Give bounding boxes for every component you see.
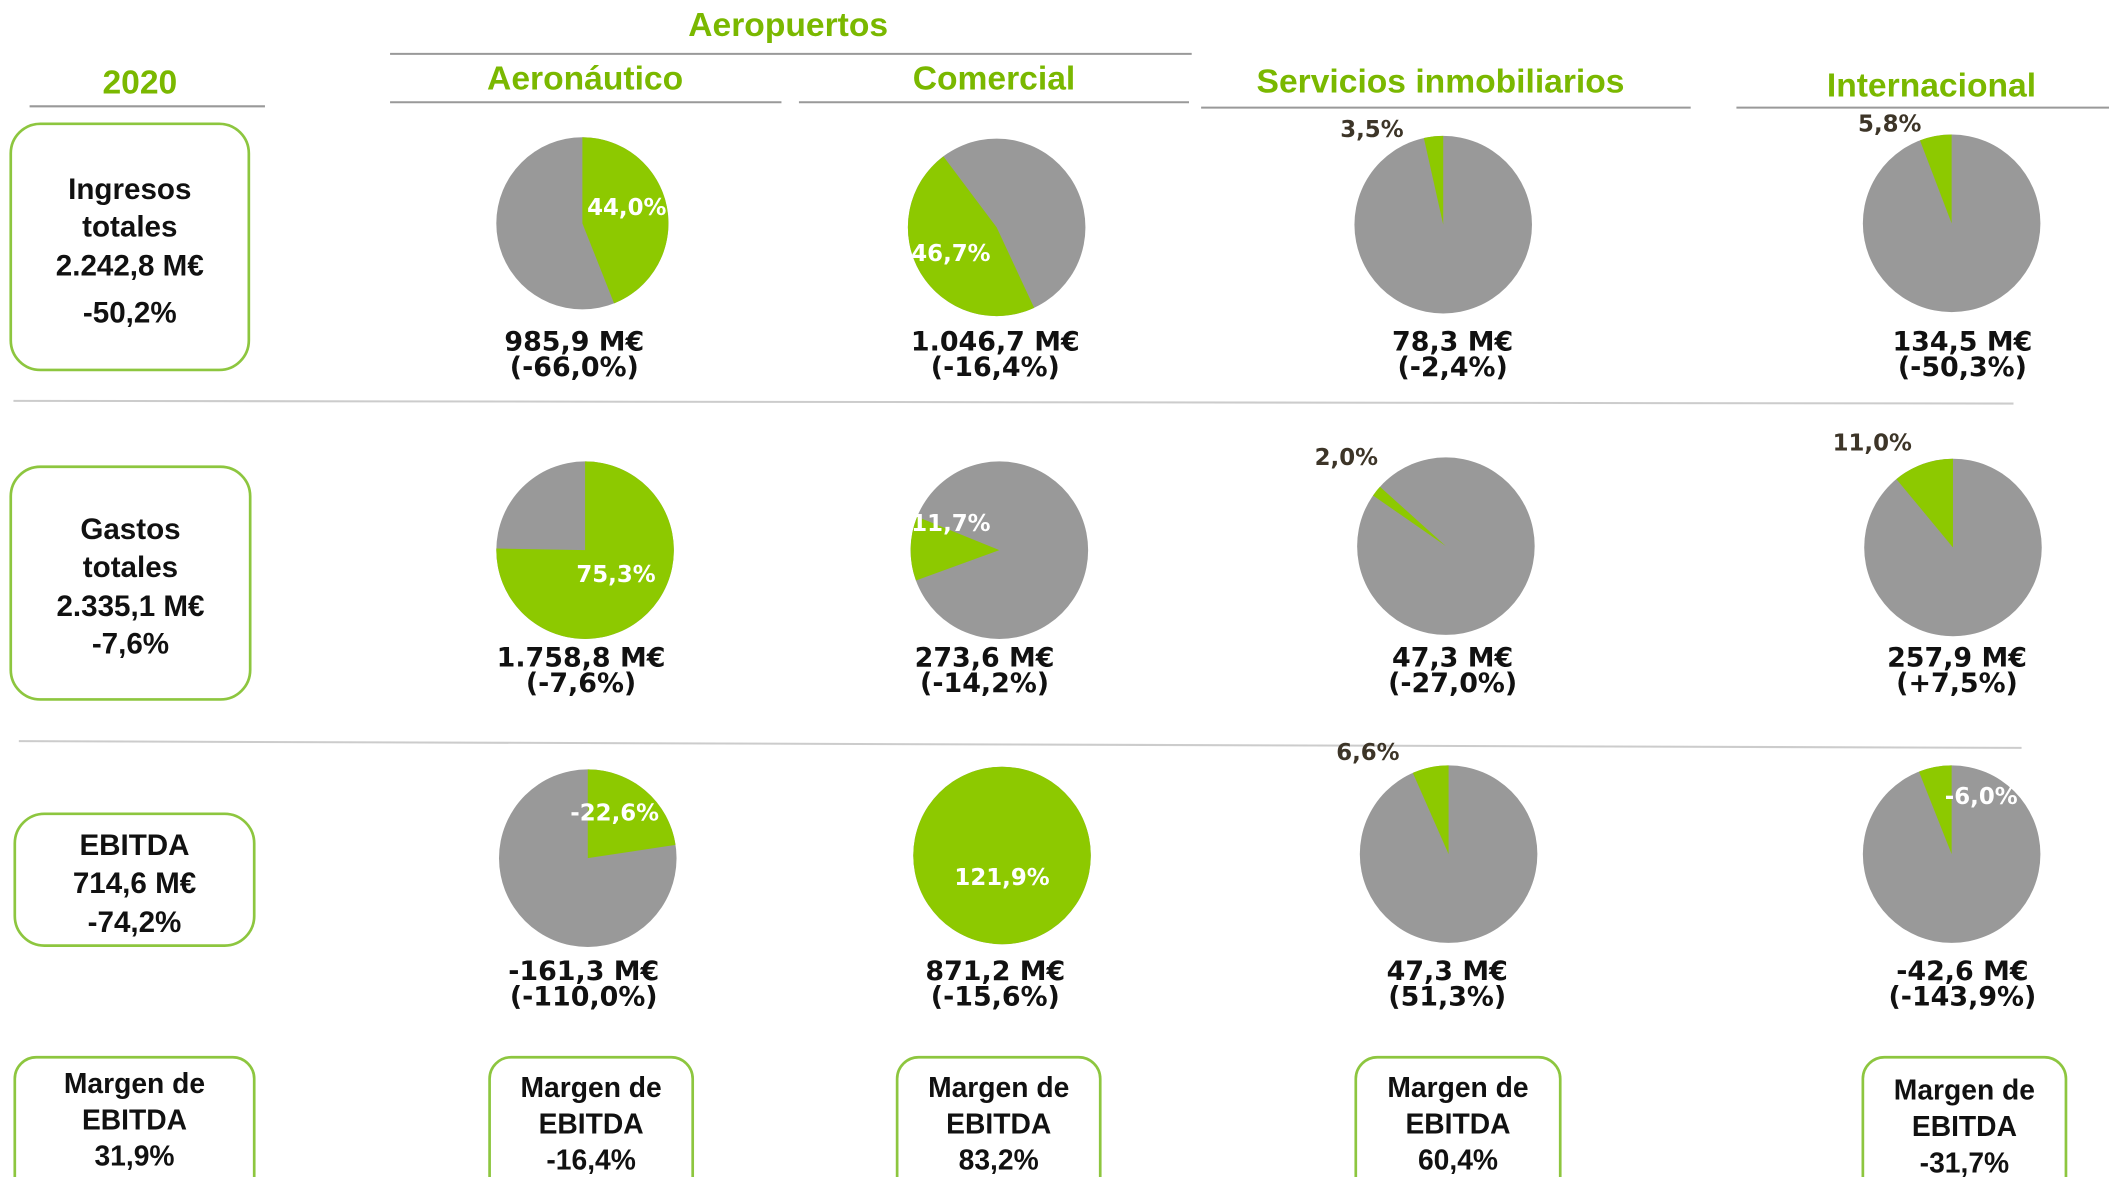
column-header: Aeronáutico — [487, 61, 683, 98]
row-separator — [13, 399, 2014, 405]
pie-slice — [1412, 765, 1449, 855]
pie-annotation: -42,6 M€ — [1896, 956, 2028, 987]
row-label: totales — [82, 211, 177, 244]
pie-annotation: (-66,0%) — [510, 352, 639, 383]
pie-annotation: (-143,9%) — [1889, 982, 2037, 1013]
margin-label: Margen de — [1387, 1071, 1528, 1103]
margin-label: 60,4% — [1418, 1144, 1498, 1176]
pie-slice — [910, 516, 1000, 581]
pie-label: 44,0% — [587, 195, 666, 221]
pie-annotation: (-110,0%) — [510, 982, 658, 1013]
row-label: 2.335,1 M€ — [56, 590, 204, 623]
row-box — [9, 465, 252, 701]
margin-label: 31,9% — [94, 1140, 174, 1172]
row-box — [13, 812, 256, 947]
row-label: -50,2% — [83, 297, 177, 330]
row-label: -74,2% — [88, 906, 182, 939]
margin-label: -16,4% — [546, 1144, 635, 1176]
margin-box — [1861, 1055, 2068, 1177]
pie-label: 5,8% — [1858, 112, 1921, 138]
margin-label: 83,2% — [959, 1144, 1039, 1176]
pie-rest — [910, 461, 1089, 639]
pie-slice — [1373, 486, 1446, 547]
pie-annotation: 273,6 M€ — [915, 643, 1055, 674]
pie-slice — [496, 461, 674, 639]
margin-label: Margen de — [521, 1071, 662, 1103]
pie-annotation: (-16,4%) — [931, 352, 1060, 383]
margin-label: Margen de — [1894, 1074, 2035, 1106]
row-label: 714,6 M€ — [73, 867, 196, 900]
row-label: -7,6% — [92, 627, 169, 660]
pie-annotation: 1.046,7 M€ — [911, 327, 1080, 358]
pie-slice — [582, 137, 669, 304]
row-label: EBITDA — [79, 829, 189, 862]
pie-slice — [913, 766, 1091, 945]
column-header: Internacional — [1827, 67, 2036, 104]
pie-label: -6,0% — [1945, 784, 2018, 810]
pie-rest — [1864, 458, 2042, 637]
pie-annotation: (-27,0%) — [1388, 668, 1517, 699]
margin-label: EBITDA — [539, 1107, 644, 1139]
pie-annotation: 47,3 M€ — [1387, 956, 1508, 987]
pie-annotation: 985,9 M€ — [504, 327, 644, 358]
pie-label: 2,0% — [1315, 445, 1378, 471]
column-header: Servicios inmobiliarios — [1257, 63, 1625, 100]
pie-annotation: (51,3%) — [1388, 982, 1506, 1013]
pie-annotation: -161,3 M€ — [508, 956, 659, 987]
pie-label: -22,6% — [570, 800, 659, 826]
pie-annotation: (-15,6%) — [931, 982, 1060, 1013]
pie-label: 46,7% — [911, 241, 990, 267]
margin-box — [895, 1055, 1102, 1177]
pie-annotation: 47,3 M€ — [1392, 643, 1513, 674]
pie-label: 75,3% — [576, 562, 655, 588]
pie-annotation: (-7,6%) — [526, 668, 636, 699]
pie-label: 11,7% — [911, 511, 990, 537]
pie-slice — [907, 156, 1035, 317]
group-header: Aeropuertos — [688, 7, 888, 44]
pie-slice — [1896, 458, 1953, 548]
margin-label: EBITDA — [82, 1103, 187, 1135]
pie-annotation: (-14,2%) — [920, 668, 1049, 699]
row-label: 2.242,8 M€ — [56, 250, 204, 283]
row-separator — [18, 740, 2022, 749]
margin-box — [1354, 1055, 1562, 1177]
pie-annotation: 871,2 M€ — [925, 956, 1065, 987]
row-label: Gastos — [80, 513, 180, 546]
margin-box — [488, 1055, 695, 1177]
pie-label: 3,5% — [1340, 117, 1403, 143]
pie-annotation: 1.758,8 M€ — [497, 643, 666, 674]
pie-annotation: 134,5 M€ — [1892, 327, 2032, 358]
margin-label: EBITDA — [946, 1107, 1051, 1139]
year-header: 2020 — [102, 65, 177, 102]
pie-annotation: (+7,5%) — [1896, 668, 2018, 699]
pie-slice — [1423, 135, 1444, 225]
pie-label: 121,9% — [954, 865, 1049, 891]
margin-label: -31,7% — [1920, 1146, 2009, 1177]
margin-label: Margen de — [64, 1067, 205, 1099]
margin-label: EBITDA — [1405, 1107, 1510, 1139]
margin-label: EBITDA — [1912, 1110, 2017, 1142]
row-label: totales — [83, 551, 178, 584]
margin-label: Margen de — [928, 1071, 1069, 1103]
row-label: Ingresos — [68, 173, 191, 206]
pie-annotation: 257,9 M€ — [1887, 643, 2027, 674]
margin-box — [13, 1055, 256, 1177]
pie-slice — [1918, 765, 1952, 855]
pie-annotation: (-50,3%) — [1898, 352, 2027, 383]
column-header: Comercial — [913, 61, 1076, 98]
pie-slice — [587, 769, 676, 859]
row-box — [9, 122, 251, 372]
pie-label: 6,6% — [1336, 740, 1399, 766]
pie-slice — [1919, 134, 1952, 224]
pie-annotation: 78,3 M€ — [1392, 327, 1513, 358]
pie-annotation: (-2,4%) — [1397, 352, 1507, 383]
pie-label: 11,0% — [1833, 430, 1912, 456]
